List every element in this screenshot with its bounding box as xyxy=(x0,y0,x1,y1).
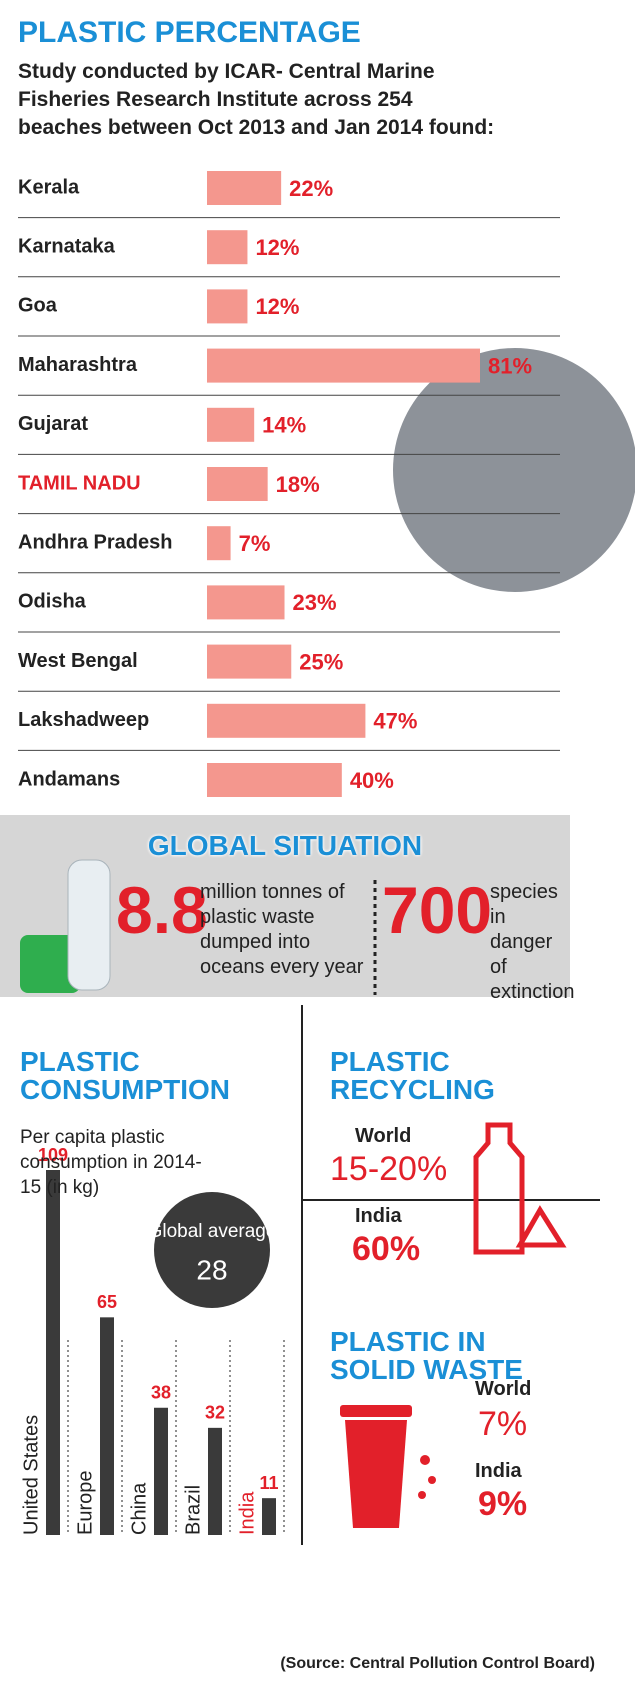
value-label: 32 xyxy=(205,1403,225,1423)
x-tick-label: Europe xyxy=(74,1471,96,1536)
value-label: 47% xyxy=(373,709,417,734)
title: PLASTIC PERCENTAGE xyxy=(18,16,361,49)
stat-text: species in danger of extinction xyxy=(490,881,575,1003)
value-label: 40% xyxy=(350,768,394,793)
item-value: 60% xyxy=(352,1230,421,1268)
value-label: 22% xyxy=(289,176,333,201)
bar xyxy=(207,407,255,442)
stat-value: 700 xyxy=(382,873,493,947)
category-label: Gujarat xyxy=(18,413,88,435)
category-label: Andhra Pradesh xyxy=(18,531,172,553)
bar xyxy=(100,1317,114,1535)
dot xyxy=(428,1476,436,1484)
value-label: 12% xyxy=(255,294,299,319)
bar xyxy=(207,644,292,679)
category-label: West Bengal xyxy=(18,650,138,672)
reference-value: 28 xyxy=(196,1254,227,1285)
category-label: Goa xyxy=(18,295,58,317)
category-label: Kerala xyxy=(18,176,80,198)
bar xyxy=(46,1170,60,1535)
bar xyxy=(207,289,248,324)
bin-lid xyxy=(340,1405,412,1417)
photo-placeholder xyxy=(393,348,635,592)
bar xyxy=(154,1407,168,1535)
category-label: Odisha xyxy=(18,591,87,613)
category-label: Karnataka xyxy=(18,235,116,257)
value-label: 7% xyxy=(239,531,271,556)
x-tick-label: China xyxy=(128,1482,150,1535)
item-label: India xyxy=(355,1205,402,1227)
x-tick-label: Brazil xyxy=(182,1485,204,1535)
item-label: World xyxy=(475,1378,532,1400)
recycle-icon xyxy=(515,1205,567,1248)
section-title: PLASTIC IN SOLID WASTE xyxy=(330,1326,523,1385)
bar xyxy=(207,348,480,383)
bar xyxy=(208,1427,222,1535)
section-title: PLASTIC CONSUMPTION xyxy=(20,1046,230,1105)
bar xyxy=(262,1498,276,1535)
x-tick-label: India xyxy=(236,1491,258,1535)
reference-label: Global average xyxy=(148,1221,277,1242)
item-value: 7% xyxy=(478,1405,528,1443)
bar xyxy=(207,703,366,738)
bag-icon xyxy=(20,935,80,993)
bar xyxy=(207,171,282,205)
item-value: 15-20% xyxy=(330,1150,448,1188)
section-title: PLASTIC RECYCLING xyxy=(330,1046,495,1105)
value-label: 109 xyxy=(38,1145,68,1165)
subtitle: Study conducted by ICAR- Central Marine … xyxy=(18,60,495,139)
category-label: TAMIL NADU xyxy=(18,472,141,494)
value-label: 14% xyxy=(262,413,306,438)
section-title: GLOBAL SITUATION xyxy=(147,830,423,861)
value-label: 38 xyxy=(151,1383,171,1403)
bar xyxy=(207,585,285,620)
value-label: 12% xyxy=(255,235,299,260)
bar xyxy=(207,526,231,561)
bar xyxy=(207,763,342,797)
x-tick-label: United States xyxy=(20,1415,42,1535)
dot xyxy=(420,1455,430,1465)
value-label: 65 xyxy=(97,1292,117,1312)
source: (Source: Central Pollution Control Board… xyxy=(280,1655,595,1672)
subtitle: Per capita plastic consumption in 2014-1… xyxy=(20,1127,202,1198)
bottle-icon xyxy=(67,859,111,991)
category-label: Andamans xyxy=(18,768,120,790)
stat-value: 8.8 xyxy=(116,873,208,947)
category-label: Maharashtra xyxy=(18,354,138,376)
item-label: World xyxy=(355,1125,412,1147)
value-label: 25% xyxy=(299,649,343,674)
value-label: 18% xyxy=(276,472,320,497)
category-label: Lakshadweep xyxy=(18,709,149,731)
value-label: 81% xyxy=(488,353,532,378)
dot xyxy=(418,1491,426,1499)
reference-badge xyxy=(154,1192,270,1308)
value-label: 23% xyxy=(293,590,337,615)
bottle-outline xyxy=(473,1122,525,1255)
bar xyxy=(207,230,248,265)
bar xyxy=(207,467,268,501)
bin-icon xyxy=(345,1420,407,1528)
stat-text: million tonnes of plastic waste dumped i… xyxy=(200,881,364,978)
item-label: India xyxy=(475,1460,522,1482)
value-label: 11 xyxy=(259,1473,278,1493)
item-value: 9% xyxy=(478,1485,528,1523)
